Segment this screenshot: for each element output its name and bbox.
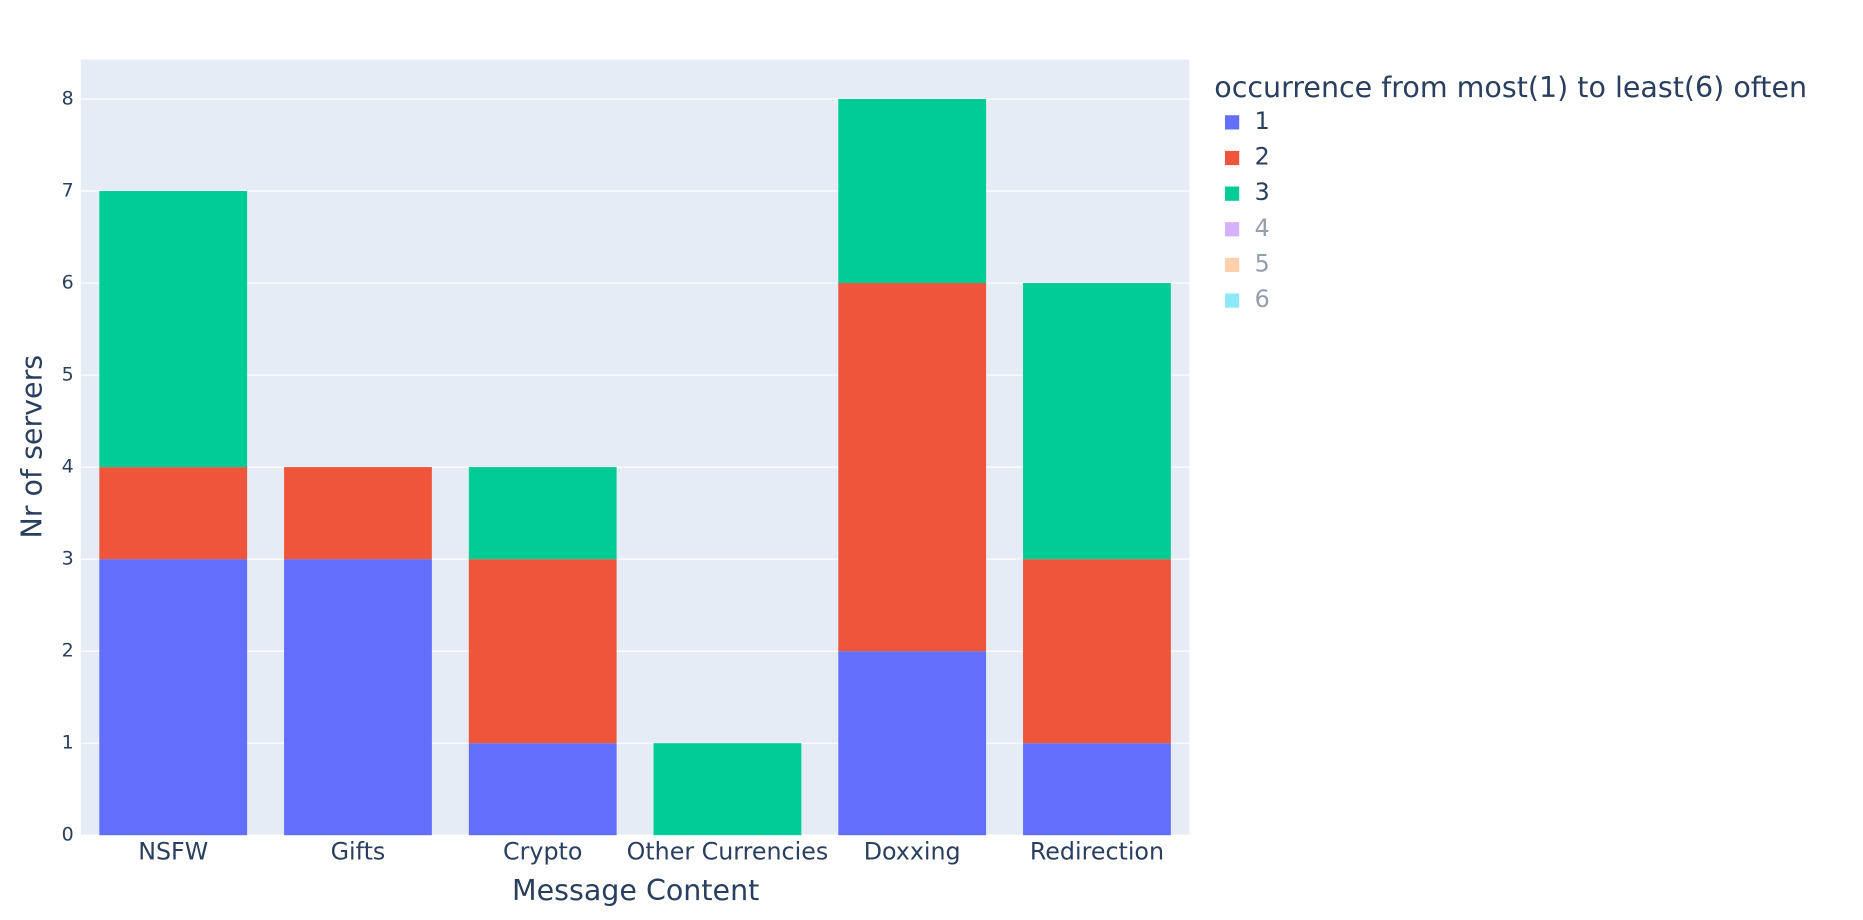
- legend-label: 3: [1255, 178, 1270, 206]
- legend-label: 2: [1255, 143, 1270, 171]
- x-tick-label: Redirection: [1030, 838, 1164, 866]
- y-tick-label: 7: [62, 180, 74, 202]
- bar: [468, 559, 617, 744]
- legend-label: 6: [1255, 285, 1270, 313]
- legend-swatch: [1224, 150, 1240, 166]
- legend-label: 1: [1255, 107, 1270, 135]
- bar: [468, 467, 617, 560]
- bar: [838, 98, 987, 284]
- x-tick-label: Doxxing: [864, 838, 961, 866]
- x-tick-label: NSFW: [138, 838, 208, 866]
- bar: [99, 191, 248, 468]
- x-axis-label: Message Content: [512, 874, 759, 907]
- y-tick-label: 5: [62, 364, 74, 386]
- bar: [1023, 283, 1171, 560]
- x-tick-label: Crypto: [503, 838, 582, 866]
- y-tick-label: 8: [62, 87, 74, 109]
- legend-swatch: [1224, 222, 1240, 237]
- plot-area: [80, 59, 1190, 836]
- y-tick-label: 1: [62, 732, 74, 754]
- bar: [468, 743, 617, 836]
- x-tick-label: Gifts: [331, 838, 386, 866]
- bar: [284, 559, 432, 836]
- bar: [838, 651, 987, 836]
- legend-swatch: [1224, 293, 1240, 308]
- legend-label: 4: [1255, 214, 1270, 242]
- legend-swatch: [1224, 257, 1240, 273]
- legend-label: 5: [1255, 249, 1270, 277]
- legend-swatch: [1224, 115, 1240, 130]
- bar: [99, 559, 248, 836]
- x-tick-label: Other Currencies: [627, 838, 829, 866]
- bar: [284, 467, 432, 560]
- y-tick-label: 6: [62, 272, 74, 294]
- y-tick-label: 4: [62, 456, 74, 478]
- bar: [99, 467, 248, 560]
- legend-swatch: [1224, 186, 1240, 201]
- bar: [653, 743, 802, 836]
- y-tick-label: 2: [62, 640, 74, 662]
- bar: [1023, 559, 1171, 744]
- bar: [838, 283, 987, 652]
- y-axis-label: Nr of servers: [15, 355, 48, 539]
- y-tick-label: 3: [62, 548, 74, 570]
- y-tick-label: 0: [62, 824, 74, 846]
- bar: [1023, 743, 1171, 836]
- legend-title: occurrence from most(1) to least(6) ofte…: [1214, 71, 1807, 104]
